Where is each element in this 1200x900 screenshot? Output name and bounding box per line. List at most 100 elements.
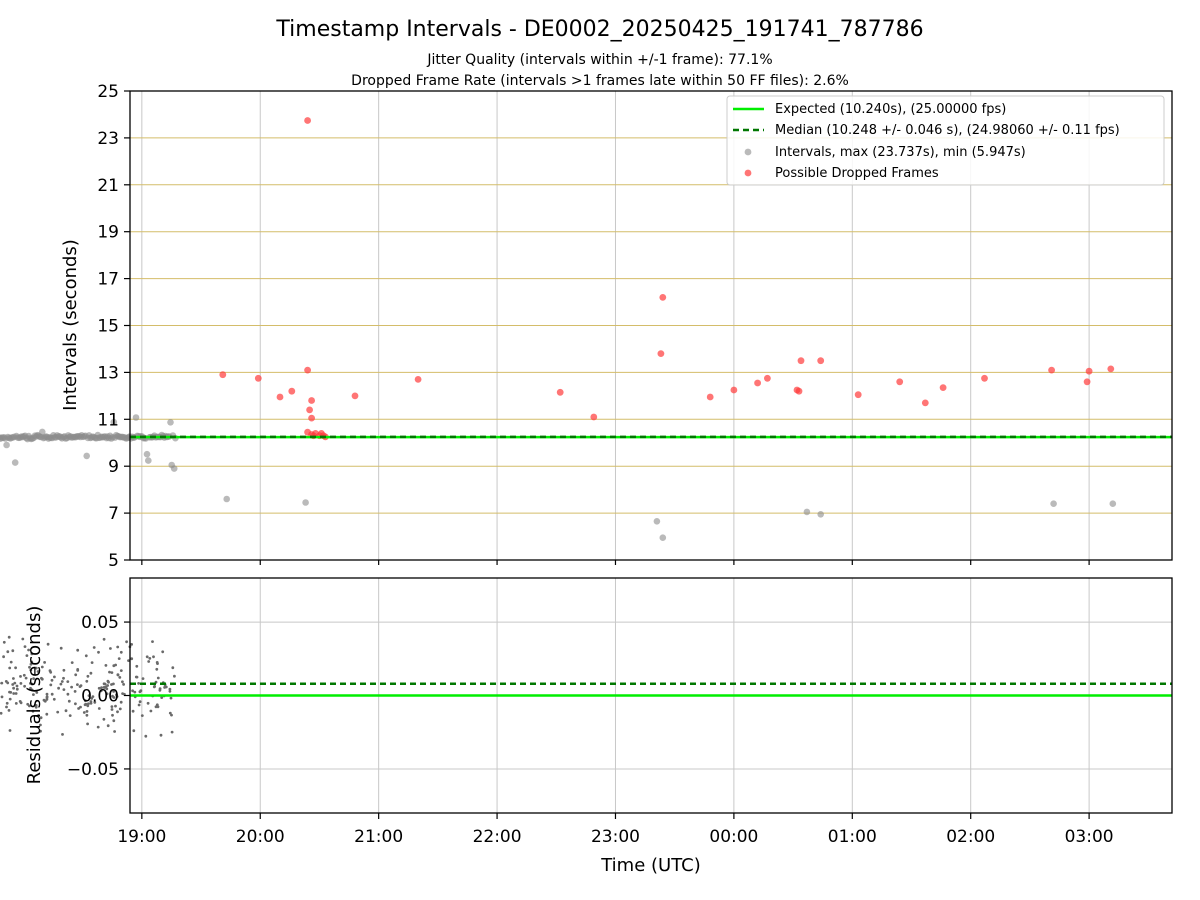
residual-point — [49, 671, 52, 674]
residual-point — [61, 733, 64, 736]
residual-point — [148, 657, 151, 660]
residual-point — [109, 647, 112, 650]
residual-point — [155, 668, 158, 671]
residual-point — [173, 675, 176, 678]
dropped-frame-point — [1084, 378, 1091, 385]
residual-point — [51, 693, 54, 696]
residual-point — [69, 714, 72, 717]
residual-point — [87, 675, 90, 678]
residual-point — [16, 688, 19, 691]
residual-point — [170, 714, 173, 717]
bottom-y-ticks: −0.050.000.05 — [67, 613, 130, 780]
residual-point — [91, 661, 94, 664]
x-tick-label: 19:00 — [117, 827, 166, 847]
x-tick-label: 01:00 — [828, 827, 877, 847]
residual-point — [171, 731, 174, 734]
residual-point — [76, 668, 79, 671]
x-tick-label: 21:00 — [354, 827, 403, 847]
residual-point — [5, 706, 8, 709]
residual-point — [12, 692, 15, 695]
residual-point — [107, 681, 110, 684]
residual-point — [3, 641, 6, 644]
dropped-frame-point — [219, 371, 226, 378]
residual-point — [150, 710, 153, 713]
dropped-frame-point — [557, 389, 564, 396]
dropped-frame-point — [922, 400, 929, 407]
residual-point — [0, 682, 3, 685]
residual-point — [6, 702, 9, 705]
dropped-frame-point — [731, 387, 738, 394]
residual-point — [86, 710, 89, 713]
dropped-frame-point — [1086, 368, 1093, 375]
residual-point — [142, 677, 145, 680]
dropped-frame-point — [981, 375, 988, 382]
dropped-frame-point — [255, 375, 262, 382]
residual-point — [121, 680, 124, 683]
residual-point — [119, 708, 122, 711]
legend-median-label: Median (10.248 +/- 0.046 s), (24.98060 +… — [775, 123, 1120, 138]
residual-point — [170, 697, 173, 700]
residual-point — [163, 686, 166, 689]
residual-point — [147, 660, 150, 663]
x-axis-label: Time (UTC) — [600, 855, 701, 876]
residual-point — [15, 702, 18, 705]
residual-point — [67, 693, 70, 696]
dropped-frame-point — [659, 294, 666, 301]
interval-point — [12, 459, 19, 466]
dropped-frame-point — [304, 367, 311, 374]
residual-point — [62, 677, 65, 680]
dropped-frame-point — [304, 117, 311, 124]
residual-point — [15, 692, 18, 695]
interval-point — [223, 496, 230, 503]
interval-point — [3, 442, 10, 449]
residual-point — [63, 669, 66, 672]
residual-point — [104, 683, 107, 686]
top-y-tick-label: 17 — [97, 270, 119, 290]
dropped-frame-point — [896, 378, 903, 385]
residual-point — [107, 724, 110, 727]
residual-point — [63, 688, 66, 691]
residual-point — [112, 664, 115, 667]
residual-point — [93, 646, 96, 649]
interval-point — [168, 462, 175, 469]
residual-point — [116, 710, 119, 713]
residual-point — [9, 729, 12, 732]
interval-point — [1050, 500, 1057, 507]
residual-point — [11, 683, 14, 686]
dropped-frame-point — [764, 375, 771, 382]
x-tick-label: 23:00 — [591, 827, 640, 847]
residual-point — [77, 707, 80, 710]
dropped-frame-point — [817, 357, 824, 364]
residual-point — [120, 669, 123, 672]
x-tick-label: 00:00 — [709, 827, 758, 847]
dropped-frame-point — [590, 414, 597, 421]
residual-point — [147, 702, 150, 705]
interval-point — [145, 457, 152, 464]
top-y-tick-label: 25 — [97, 82, 119, 102]
dropped-frame-point — [754, 380, 761, 387]
interval-point — [83, 453, 90, 460]
legend: Expected (10.240s), (25.00000 fps) Media… — [727, 96, 1164, 185]
residual-point — [49, 684, 52, 687]
residual-point — [68, 700, 71, 703]
interval-point — [133, 414, 140, 421]
residual-point — [71, 661, 74, 664]
residual-point — [60, 683, 63, 686]
residual-point — [118, 657, 121, 660]
interval-point — [817, 511, 824, 518]
chart-subtitle-jitter: Jitter Quality (intervals within +/-1 fr… — [426, 52, 772, 68]
chart-subtitle-dropped: Dropped Frame Rate (intervals >1 frames … — [351, 73, 849, 89]
residual-point — [85, 654, 88, 657]
residual-point — [45, 713, 48, 716]
residual-point — [20, 682, 23, 685]
residual-point — [16, 685, 19, 688]
dropped-frame-point — [352, 393, 359, 400]
residual-point — [65, 709, 68, 712]
residual-point — [85, 680, 88, 683]
legend-dropped-marker — [745, 170, 752, 177]
top-y-tick-label: 9 — [108, 457, 119, 477]
residual-point — [120, 651, 123, 654]
